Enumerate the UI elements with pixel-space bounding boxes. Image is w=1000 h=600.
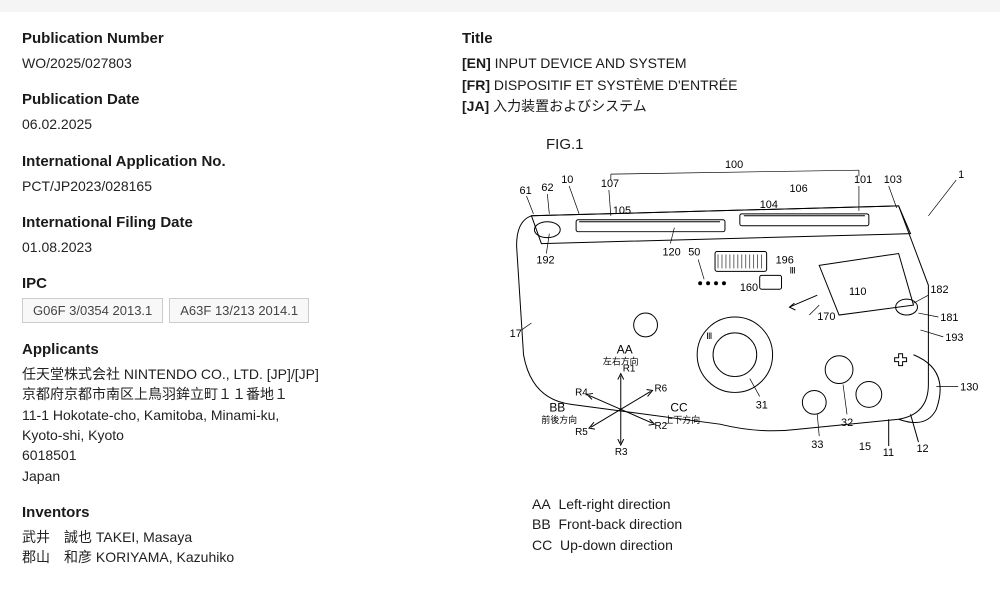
dir-key-bb: BB Front-back direction [532, 514, 978, 534]
label-publication-date: Publication Date [22, 91, 432, 108]
label-inventors: Inventors [22, 504, 432, 521]
svg-text:193: 193 [945, 332, 963, 344]
applicant-line: Japan [22, 466, 432, 486]
field-ipc: IPC G06F 3/0354 2013.1 A63F 13/213 2014.… [22, 275, 432, 323]
svg-text:10: 10 [561, 174, 573, 186]
svg-text:107: 107 [601, 178, 619, 190]
ipc-tag[interactable]: G06F 3/0354 2013.1 [22, 298, 163, 323]
svg-text:15: 15 [859, 441, 871, 453]
label-intl-app-no: International Application No. [22, 153, 432, 170]
value-intl-app-no: PCT/JP2023/028165 [22, 176, 432, 196]
applicant-line: 6018501 [22, 445, 432, 465]
dir-key-cc: CC Up-down direction [532, 535, 978, 555]
inventor-line: 武井 誠也 TAKEI, Masaya [22, 527, 432, 547]
svg-text:105: 105 [613, 205, 631, 217]
ipc-tag[interactable]: A63F 13/213 2014.1 [169, 298, 309, 323]
title-lines: [EN] INPUT DEVICE AND SYSTEM [FR] DISPOS… [462, 53, 978, 118]
label-intl-filing-date: International Filing Date [22, 214, 432, 231]
field-intl-filing-date: International Filing Date 01.08.2023 [22, 214, 432, 257]
svg-text:R3: R3 [615, 447, 628, 458]
svg-text:R4: R4 [575, 387, 588, 398]
patent-drawing: 61 62 10 107 105 104 106 101 103 100 1 1… [462, 155, 978, 485]
value-intl-filing-date: 01.08.2023 [22, 237, 432, 257]
svg-text:Ⅲ: Ⅲ [706, 331, 712, 341]
value-publication-number: WO/2025/027803 [22, 53, 432, 73]
svg-text:Ⅲ: Ⅲ [789, 265, 795, 275]
field-title: Title [EN] INPUT DEVICE AND SYSTEM [FR] … [462, 30, 978, 118]
direction-key: AA Left-right direction BB Front-back di… [532, 494, 978, 555]
field-intl-app-no: International Application No. PCT/JP2023… [22, 153, 432, 196]
inventor-line: 郡山 和彦 KORIYAMA, Kazuhiko [22, 547, 432, 567]
svg-text:110: 110 [849, 286, 866, 298]
svg-text:R5: R5 [575, 427, 588, 438]
label-ipc: IPC [22, 275, 432, 292]
svg-text:1: 1 [958, 169, 964, 181]
title-en: [EN] INPUT DEVICE AND SYSTEM [462, 53, 978, 75]
applicant-line: Kyoto-shi, Kyoto [22, 425, 432, 445]
svg-text:106: 106 [789, 183, 807, 195]
svg-text:192: 192 [536, 255, 554, 267]
svg-text:100: 100 [725, 159, 743, 171]
lang-ja: [JA] [462, 98, 489, 114]
svg-text:61: 61 [520, 185, 532, 197]
label-applicants: Applicants [22, 341, 432, 358]
field-publication-date: Publication Date 06.02.2025 [22, 91, 432, 134]
value-inventors: 武井 誠也 TAKEI, Masaya 郡山 和彦 KORIYAMA, Kazu… [22, 527, 432, 568]
svg-text:CC: CC [670, 400, 688, 414]
svg-text:103: 103 [884, 174, 902, 186]
svg-text:AA: AA [617, 343, 633, 357]
top-bar [0, 0, 1000, 12]
svg-text:前後方向: 前後方向 [541, 414, 577, 425]
svg-text:130: 130 [960, 382, 978, 394]
svg-text:R6: R6 [655, 384, 668, 395]
applicant-line: 京都府京都市南区上鳥羽鉾立町１１番地１ [22, 384, 432, 404]
title-fr: [FR] DISPOSITIF ET SYSTÈME D'ENTRÉE [462, 75, 978, 97]
svg-text:120: 120 [662, 247, 680, 259]
lang-en: [EN] [462, 55, 491, 71]
svg-text:101: 101 [854, 174, 872, 186]
label-title: Title [462, 30, 978, 47]
svg-text:11: 11 [883, 447, 894, 459]
title-fr-text: DISPOSITIF ET SYSTÈME D'ENTRÉE [494, 77, 738, 93]
svg-text:104: 104 [760, 199, 778, 211]
field-applicants: Applicants 任天堂株式会社 NINTENDO CO., LTD. [J… [22, 341, 432, 486]
svg-text:上下方向: 上下方向 [664, 414, 700, 425]
svg-text:17: 17 [510, 328, 522, 340]
svg-text:62: 62 [541, 182, 553, 194]
svg-text:33: 33 [811, 439, 823, 451]
svg-text:50: 50 [688, 247, 700, 259]
field-inventors: Inventors 武井 誠也 TAKEI, Masaya 郡山 和彦 KORI… [22, 504, 432, 568]
svg-text:181: 181 [940, 312, 958, 324]
svg-text:12: 12 [916, 443, 928, 455]
title-ja: [JA] 入力装置およびシステム [462, 96, 978, 118]
field-publication-number: Publication Number WO/2025/027803 [22, 30, 432, 73]
svg-text:31: 31 [756, 399, 768, 411]
title-ja-text: 入力装置およびシステム [493, 98, 647, 114]
left-column: Publication Number WO/2025/027803 Public… [22, 30, 432, 586]
svg-text:170: 170 [817, 311, 835, 323]
figure-label: FIG.1 [546, 136, 978, 153]
lang-fr: [FR] [462, 77, 490, 93]
ipc-tags: G06F 3/0354 2013.1 A63F 13/213 2014.1 [22, 298, 432, 323]
svg-text:BB: BB [549, 400, 565, 414]
value-applicants: 任天堂株式会社 NINTENDO CO., LTD. [JP]/[JP] 京都府… [22, 364, 432, 486]
value-publication-date: 06.02.2025 [22, 114, 432, 134]
svg-text:182: 182 [930, 284, 948, 296]
label-publication-number: Publication Number [22, 30, 432, 47]
figure-area: FIG.1 [462, 136, 978, 555]
content-wrap: Publication Number WO/2025/027803 Public… [0, 12, 1000, 586]
applicant-line: 任天堂株式会社 NINTENDO CO., LTD. [JP]/[JP] [22, 364, 432, 384]
right-column: Title [EN] INPUT DEVICE AND SYSTEM [FR] … [462, 30, 978, 586]
dir-key-aa: AA Left-right direction [532, 494, 978, 514]
svg-text:160: 160 [740, 282, 758, 294]
svg-text:左右方向: 左右方向 [603, 356, 639, 367]
applicant-line: 11-1 Hokotate-cho, Kamitoba, Minami-ku, [22, 405, 432, 425]
svg-text:32: 32 [841, 417, 853, 429]
title-en-text: INPUT DEVICE AND SYSTEM [495, 55, 687, 71]
